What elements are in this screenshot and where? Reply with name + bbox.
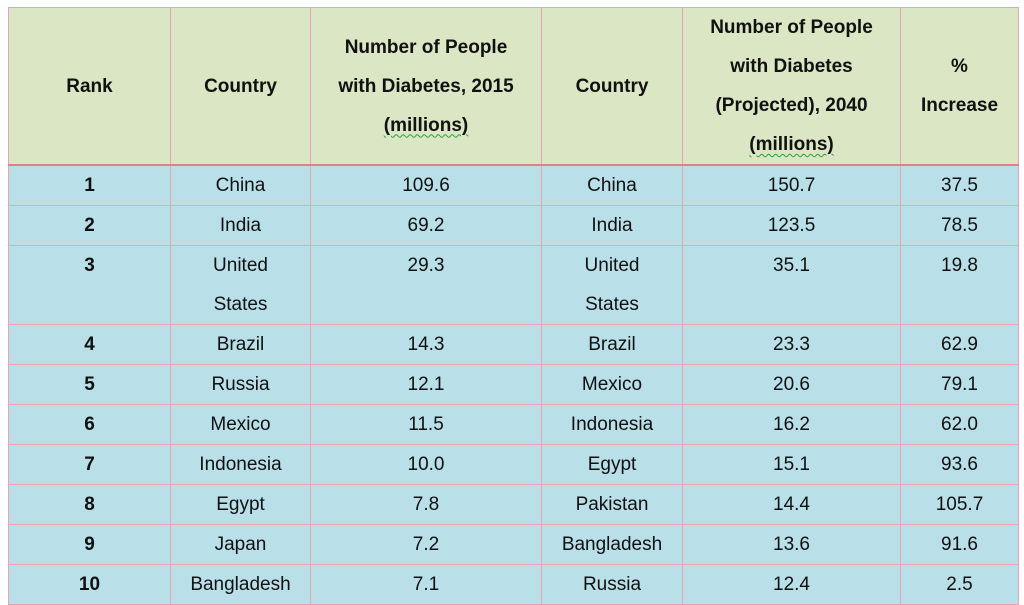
cell-country-2040: Indonesia bbox=[541, 404, 683, 445]
cell-country-2015: Bangladesh bbox=[170, 564, 311, 605]
cell-rank: 7 bbox=[8, 444, 171, 485]
cell-country-2015: United States bbox=[170, 245, 311, 325]
cell-country-2015-line1: United bbox=[213, 255, 268, 276]
cell-number-2015: 12.1 bbox=[310, 364, 542, 405]
diabetes-table-container: Rank Country Number of People with Diabe… bbox=[8, 7, 1019, 605]
header-increase-line1: % bbox=[951, 56, 968, 77]
cell-rank: 10 bbox=[8, 564, 171, 605]
cell-rank: 5 bbox=[8, 364, 171, 405]
cell-country-2015: Egypt bbox=[170, 484, 311, 525]
cell-number-2040: 150.7 bbox=[682, 164, 901, 206]
cell-rank: 9 bbox=[8, 524, 171, 565]
cell-country-2040: Russia bbox=[541, 564, 683, 605]
diabetes-table: Rank Country Number of People with Diabe… bbox=[8, 7, 1019, 605]
cell-country-2015: Indonesia bbox=[170, 444, 311, 485]
table-row: 6 Mexico 11.5 Indonesia 16.2 62.0 bbox=[8, 404, 1019, 445]
cell-increase: 37.5 bbox=[900, 164, 1019, 206]
cell-country-2040: Egypt bbox=[541, 444, 683, 485]
cell-number-2040: 20.6 bbox=[682, 364, 901, 405]
header-increase-line2: Increase bbox=[920, 95, 999, 116]
header-rank: Rank bbox=[8, 7, 171, 166]
header-number-2015-line2: with Diabetes, 2015 bbox=[338, 75, 514, 97]
cell-number-2040: 16.2 bbox=[682, 404, 901, 445]
cell-country-2015: Japan bbox=[170, 524, 311, 565]
cell-number-2015: 7.1 bbox=[310, 564, 542, 605]
header-rank-label: Rank bbox=[66, 75, 113, 97]
cell-rank: 8 bbox=[8, 484, 171, 525]
header-country-2040: Country bbox=[541, 7, 683, 166]
table-row: 9 Japan 7.2 Bangladesh 13.6 91.6 bbox=[8, 524, 1019, 565]
cell-number-2040: 123.5 bbox=[682, 205, 901, 246]
header-country-2015: Country bbox=[170, 7, 311, 166]
header-row: Rank Country Number of People with Diabe… bbox=[8, 7, 1019, 166]
cell-number-2015: 29.3 bbox=[310, 245, 542, 325]
cell-number-2040: 13.6 bbox=[682, 524, 901, 565]
table-row: 5 Russia 12.1 Mexico 20.6 79.1 bbox=[8, 364, 1019, 405]
cell-country-2040: Bangladesh bbox=[541, 524, 683, 565]
header-number-2040-line4: (millions) bbox=[749, 134, 834, 155]
cell-increase: 62.0 bbox=[900, 404, 1019, 445]
cell-country-2040: India bbox=[541, 205, 683, 246]
cell-increase: 2.5 bbox=[900, 564, 1019, 605]
table-row: 3 United States 29.3 United States 35.1 … bbox=[8, 245, 1019, 325]
cell-increase: 91.6 bbox=[900, 524, 1019, 565]
cell-country-2040-line1: United bbox=[584, 255, 640, 276]
cell-country-2015-line2: States bbox=[213, 294, 268, 315]
cell-country-2040: Brazil bbox=[541, 324, 683, 365]
cell-rank: 2 bbox=[8, 205, 171, 246]
cell-country-2015: Mexico bbox=[170, 404, 311, 445]
cell-rank: 6 bbox=[8, 404, 171, 445]
cell-country-2040: Mexico bbox=[541, 364, 683, 405]
cell-country-2040: China bbox=[541, 164, 683, 206]
table-row: 7 Indonesia 10.0 Egypt 15.1 93.6 bbox=[8, 444, 1019, 485]
header-increase: % Increase bbox=[900, 7, 1019, 166]
header-number-2040-line1: Number of People bbox=[710, 17, 873, 38]
table-row: 4 Brazil 14.3 Brazil 23.3 62.9 bbox=[8, 324, 1019, 365]
cell-increase: 93.6 bbox=[900, 444, 1019, 485]
header-country-2015-label: Country bbox=[204, 75, 277, 97]
cell-number-2040: 12.4 bbox=[682, 564, 901, 605]
cell-country-2015: China bbox=[170, 164, 311, 206]
cell-country-2015: India bbox=[170, 205, 311, 246]
cell-rank: 3 bbox=[8, 245, 171, 325]
table-header: Rank Country Number of People with Diabe… bbox=[8, 7, 1019, 166]
cell-number-2015: 10.0 bbox=[310, 444, 542, 485]
header-country-2040-label: Country bbox=[575, 75, 649, 97]
cell-number-2040: 15.1 bbox=[682, 444, 901, 485]
cell-number-2015: 11.5 bbox=[310, 404, 542, 445]
header-number-2015: Number of People with Diabetes, 2015 (mi… bbox=[310, 7, 542, 166]
cell-increase: 19.8 bbox=[900, 245, 1019, 325]
cell-rank: 4 bbox=[8, 324, 171, 365]
cell-rank: 1 bbox=[8, 164, 171, 206]
table-row: 8 Egypt 7.8 Pakistan 14.4 105.7 bbox=[8, 484, 1019, 525]
cell-increase: 105.7 bbox=[900, 484, 1019, 525]
cell-number-2015: 69.2 bbox=[310, 205, 542, 246]
cell-number-2015: 109.6 bbox=[310, 164, 542, 206]
table-row: 2 India 69.2 India 123.5 78.5 bbox=[8, 205, 1019, 246]
cell-country-2040-line2: States bbox=[585, 294, 639, 315]
header-number-2040-line2: with Diabetes bbox=[730, 56, 853, 77]
cell-country-2040: United States bbox=[541, 245, 683, 325]
cell-number-2040: 14.4 bbox=[682, 484, 901, 525]
cell-number-2015: 7.2 bbox=[310, 524, 542, 565]
cell-country-2015: Brazil bbox=[170, 324, 311, 365]
cell-number-2040: 35.1 bbox=[682, 245, 901, 325]
cell-country-2040: Pakistan bbox=[541, 484, 683, 525]
table-row: 1 China 109.6 China 150.7 37.5 bbox=[8, 164, 1019, 206]
header-number-2015-line3: (millions) bbox=[383, 114, 469, 136]
cell-number-2040: 23.3 bbox=[682, 324, 901, 365]
cell-increase: 62.9 bbox=[900, 324, 1019, 365]
header-number-2015-line1: Number of People bbox=[344, 36, 508, 58]
cell-increase: 78.5 bbox=[900, 205, 1019, 246]
cell-country-2015: Russia bbox=[170, 364, 311, 405]
cell-number-2015: 7.8 bbox=[310, 484, 542, 525]
table-body: 1 China 109.6 China 150.7 37.5 2 India 6… bbox=[8, 164, 1019, 605]
table-row: 10 Bangladesh 7.1 Russia 12.4 2.5 bbox=[8, 564, 1019, 605]
cell-number-2015: 14.3 bbox=[310, 324, 542, 365]
cell-increase: 79.1 bbox=[900, 364, 1019, 405]
header-number-2040: Number of People with Diabetes (Projecte… bbox=[682, 7, 901, 166]
header-number-2040-line3: (Projected), 2040 bbox=[715, 95, 868, 116]
